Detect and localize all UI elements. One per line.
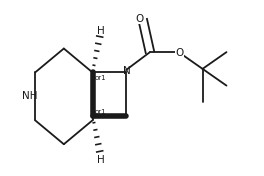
Text: NH: NH [22,91,37,101]
Text: O: O [176,48,184,58]
Text: N: N [123,66,131,76]
Text: H: H [97,155,104,165]
Text: or1: or1 [95,109,107,115]
Text: or1: or1 [95,76,107,81]
Text: O: O [136,14,144,24]
Text: H: H [97,26,104,36]
